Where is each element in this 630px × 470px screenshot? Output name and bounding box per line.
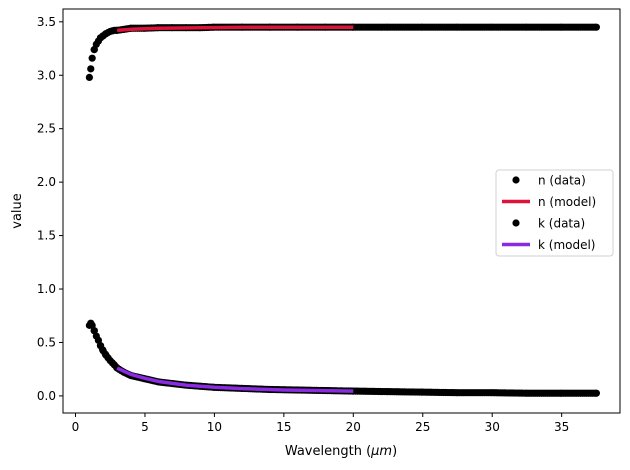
x-tick-label: 30	[485, 420, 500, 434]
plot-area	[62, 8, 621, 414]
legend-label: n (data)	[538, 174, 586, 188]
y-tick-label: 1.5	[37, 229, 56, 243]
series-k-model	[116, 366, 354, 393]
data-point	[87, 65, 95, 73]
data-point	[592, 23, 600, 31]
series-n-model	[117, 25, 354, 33]
x-axis: 0 5 10 15 20 25 30 35	[72, 413, 569, 434]
model-line	[116, 366, 354, 393]
axes-frame	[62, 8, 621, 414]
x-tick-label: 35	[554, 420, 569, 434]
data-point	[85, 73, 93, 82]
y-tick-label: 0.0	[37, 389, 56, 403]
x-tick-label: 5	[141, 420, 149, 434]
legend-box	[495, 169, 614, 257]
y-tick-label: 3.0	[37, 68, 56, 82]
legend: n (data) n (model) k (data) k (model)	[495, 169, 614, 257]
legend-marker	[512, 219, 520, 227]
x-tick-label: 20	[346, 420, 361, 434]
y-axis-label: value	[10, 193, 25, 229]
y-tick-label: 3.5	[37, 15, 56, 29]
x-axis-label: Wavelength (μm)	[285, 444, 397, 459]
y-tick-label: 2.0	[37, 175, 56, 189]
x-tick-label: 0	[72, 420, 80, 434]
series-n-data	[85, 23, 600, 82]
model-line	[117, 25, 354, 33]
y-tick-label: 0.5	[37, 335, 56, 349]
y-tick-label: 2.5	[37, 122, 56, 136]
legend-label: k (data)	[538, 217, 585, 231]
legend-label: k (model)	[538, 238, 596, 252]
y-tick-label: 1.0	[37, 282, 56, 296]
series-k-data	[85, 319, 600, 397]
x-tick-label: 10	[207, 420, 222, 434]
data-point	[88, 54, 96, 62]
x-tick-label: 25	[415, 420, 430, 434]
legend-marker	[512, 176, 520, 184]
series-marks	[85, 23, 600, 397]
data-point	[592, 389, 600, 397]
x-tick-label: 15	[276, 420, 291, 434]
legend-label: n (model)	[538, 195, 596, 209]
y-axis: 0.0 0.5 1.0 1.5 2.0 2.5 3.0 3.5	[37, 15, 63, 403]
